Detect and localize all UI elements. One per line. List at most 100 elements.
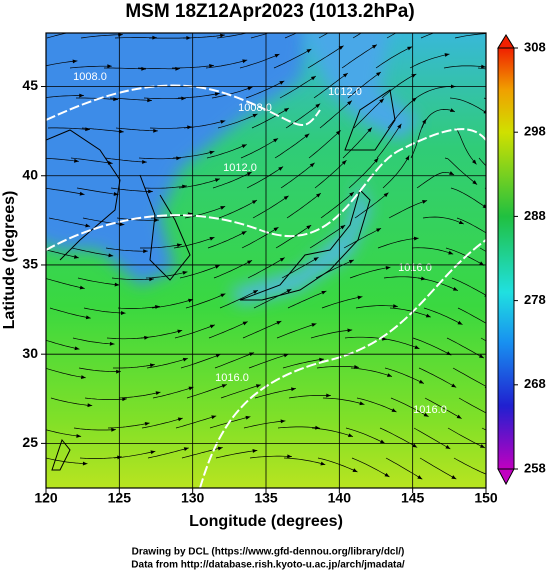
streamline [348, 157, 379, 189]
streamline-arrow [241, 144, 247, 149]
streamline-arrow [412, 443, 418, 448]
streamline [444, 157, 478, 185]
streamline [413, 427, 451, 450]
streamline-arrow [316, 193, 321, 198]
streamline [412, 337, 452, 356]
streamline [352, 33, 362, 39]
streamline [443, 65, 486, 69]
streamline [243, 420, 286, 429]
streamline [313, 72, 349, 99]
streamline-arrow [209, 150, 215, 155]
streamline [410, 118, 427, 159]
streamline-arrow [338, 45, 344, 50]
streamline-arrow [273, 138, 279, 143]
streamline [50, 397, 93, 407]
streamline-arrow [481, 64, 486, 69]
streamline [382, 155, 410, 189]
streamline-arrow [147, 98, 152, 103]
streamline-arrow [220, 206, 226, 210]
streamline [214, 352, 255, 369]
streamline [418, 367, 457, 388]
streamline [218, 199, 258, 219]
streamlines: 1008.0 1008.0 1012.0 1012.0 1016.0 1016.0 1016… [46, 19, 532, 488]
streamline-arrow [514, 74, 519, 78]
streamline [46, 157, 79, 162]
streamline-arrow [85, 315, 91, 320]
streamline [375, 46, 413, 69]
streamline [212, 171, 252, 189]
streamline-arrow [304, 133, 310, 139]
streamline [46, 429, 82, 437]
streamline-arrow [214, 178, 220, 183]
streamline [250, 33, 270, 39]
streamline [385, 457, 423, 480]
streamline [104, 67, 147, 70]
streamline-arrow [149, 277, 154, 282]
x-tick-label: 130 [181, 490, 205, 506]
streamline [451, 277, 486, 296]
streamline-arrow [445, 444, 451, 449]
streamline [274, 133, 310, 159]
streamline [342, 127, 373, 159]
streamline-arrow [107, 64, 112, 69]
streamline-arrow [425, 313, 431, 318]
streamline-arrow [252, 113, 258, 118]
streamline-arrow [347, 100, 352, 106]
streamline-arrow [371, 44, 377, 49]
colorbar-tick-label: 278 [524, 292, 546, 307]
streamline-arrow [283, 108, 289, 113]
streamline-arrow [376, 71, 381, 77]
streamline-arrow [397, 123, 402, 129]
streamline [247, 257, 285, 279]
streamline [386, 33, 397, 39]
streamline [147, 447, 189, 459]
streamline-arrow [383, 192, 389, 198]
streamline [253, 288, 292, 309]
streamline-arrow [221, 384, 227, 388]
x-tick-label: 145 [401, 490, 425, 506]
streamline [248, 353, 289, 369]
streamline-arrow [414, 345, 420, 349]
streamline-arrow [524, 325, 529, 329]
streamline [288, 394, 331, 399]
streamline [220, 384, 262, 399]
streamline-arrow [242, 321, 248, 326]
streamline-arrow [116, 369, 121, 374]
streamline-arrow [73, 254, 79, 259]
streamline-arrow [149, 363, 155, 368]
streamline [84, 397, 127, 400]
streamline-arrow [373, 157, 379, 163]
streamline-arrow [242, 59, 248, 64]
streamline-arrow [278, 166, 284, 171]
streamline [350, 367, 393, 377]
streamline-arrow [74, 346, 80, 351]
streamline-arrow [352, 468, 358, 473]
streamline-arrow [452, 286, 458, 291]
streamline-arrow [348, 259, 354, 264]
streamline [46, 249, 79, 259]
streamline [181, 447, 223, 459]
streamline-arrow [451, 383, 457, 388]
streamline [343, 227, 382, 249]
streamline-arrow [527, 411, 532, 415]
streamline-arrow [451, 475, 457, 480]
streamline [78, 367, 121, 372]
streamline-arrow [109, 341, 115, 346]
streamline-arrow [492, 31, 497, 35]
streamline [353, 98, 385, 129]
streamline [319, 100, 353, 129]
streamline [115, 127, 158, 132]
credit: Data from http://database.rish.kyoto-u.a… [131, 560, 405, 571]
streamline [449, 97, 486, 113]
streamline-arrow [182, 357, 188, 362]
streamline [104, 157, 147, 163]
streamline-arrow [120, 311, 126, 315]
streamline-arrow [379, 98, 384, 104]
streamline [287, 290, 327, 309]
streamline [239, 53, 280, 69]
streamline-arrow [359, 401, 365, 406]
streamline-arrow [87, 403, 93, 408]
streamline-arrow [419, 19, 424, 23]
streamline [347, 71, 382, 99]
